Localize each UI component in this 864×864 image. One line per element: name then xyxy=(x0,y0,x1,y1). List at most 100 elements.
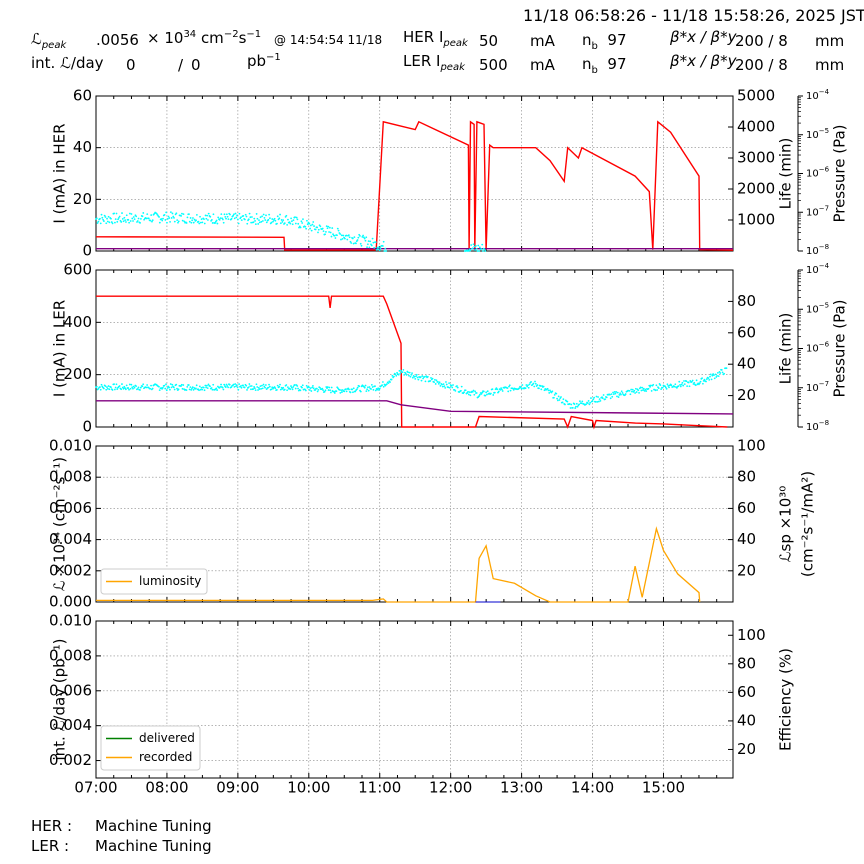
lifetime-point xyxy=(368,386,371,388)
lifetime-point xyxy=(493,391,496,394)
lifetime-point xyxy=(248,383,251,385)
lifetime-point xyxy=(673,385,676,388)
lifetime-point xyxy=(264,219,267,221)
ylabel-int_lum: int. ℒ/day (pb⁻¹) xyxy=(51,639,69,761)
lifetime-point xyxy=(477,244,480,247)
lifetime-point xyxy=(171,383,174,386)
lifetime-point xyxy=(279,222,282,225)
pressure-tick-label: 10−5 xyxy=(806,127,829,141)
lifetime-point xyxy=(100,383,103,386)
lifetime-point xyxy=(297,387,299,390)
lifetime-point xyxy=(376,388,379,391)
lifetime-point xyxy=(329,231,332,234)
lifetime-point xyxy=(519,386,522,389)
lifetime-point xyxy=(262,213,265,216)
lifetime-point xyxy=(609,397,612,400)
lifetime-point xyxy=(664,386,667,389)
lifetime-point xyxy=(243,386,246,389)
lifetime-point xyxy=(137,386,140,389)
lifetime-point xyxy=(246,222,249,225)
lifetime-point xyxy=(624,393,627,395)
lifetime-point xyxy=(701,382,704,385)
lifetime-point xyxy=(553,396,555,399)
lifetime-point xyxy=(212,213,215,216)
lifetime-point xyxy=(507,390,510,393)
lifetime-point xyxy=(362,234,364,237)
lifetime-point xyxy=(619,392,622,395)
lifetime-point xyxy=(478,246,481,249)
lifetime-point xyxy=(351,388,354,391)
lifetime-point xyxy=(566,400,569,403)
lifetime-point xyxy=(131,386,134,389)
lifetime-point xyxy=(443,385,446,388)
lifetime-point xyxy=(378,246,380,249)
lifetime-point xyxy=(168,217,171,219)
lifetime-point xyxy=(538,387,540,390)
lifetime-point xyxy=(302,218,304,221)
lifetime-point xyxy=(393,375,395,378)
lifetime-point xyxy=(444,386,447,389)
lifetime-point xyxy=(615,390,618,393)
lifetime-point xyxy=(472,389,475,392)
lifetime-point xyxy=(163,384,166,387)
y-tick-label: 0.010 xyxy=(49,612,92,630)
lifetime-point xyxy=(248,212,251,215)
lifetime-point xyxy=(345,234,348,237)
lifetime-point xyxy=(391,374,394,377)
lifetime-point xyxy=(448,386,451,389)
lifetime-point xyxy=(438,381,441,384)
lifetime-point xyxy=(661,386,664,389)
lifetime-point xyxy=(221,386,224,389)
lifetime-point xyxy=(617,396,620,398)
lifetime-point xyxy=(261,215,263,218)
lifetime-point xyxy=(608,393,611,396)
lifetime-point xyxy=(679,383,681,386)
lifetime-point xyxy=(575,405,577,408)
her-peak-value: 50 xyxy=(479,32,499,50)
x-tick-label: 11:00 xyxy=(358,779,401,797)
lifetime-point xyxy=(149,219,152,222)
lifetime-point xyxy=(200,218,203,221)
lifetime-point xyxy=(209,215,212,218)
lifetime-point xyxy=(434,383,437,385)
lifetime-point xyxy=(106,387,109,390)
lifetime-point xyxy=(442,383,445,386)
lifetime-point xyxy=(370,244,373,247)
lifetime-point xyxy=(314,389,317,391)
lifetime-point xyxy=(419,376,422,378)
int-lum-value-2: 0 xyxy=(191,56,201,74)
lifetime-point xyxy=(570,403,573,406)
lifetime-point xyxy=(321,387,324,390)
lifetime-point xyxy=(205,384,208,387)
lifetime-point xyxy=(133,386,136,389)
y2-tick-label: 40 xyxy=(737,711,756,729)
x-tick-label: 10:00 xyxy=(287,779,330,797)
lifetime-point xyxy=(481,391,484,394)
lifetime-point xyxy=(695,379,698,382)
y3label-her: Pressure (Pa) xyxy=(831,124,849,222)
lifetime-point xyxy=(399,372,402,375)
lifetime-point xyxy=(227,218,230,221)
lifetime-point xyxy=(151,220,153,223)
lifetime-point xyxy=(382,385,385,388)
lifetime-point xyxy=(185,222,188,224)
lifetime-point xyxy=(291,223,294,226)
lifetime-point xyxy=(366,246,368,249)
lifetime-point xyxy=(142,212,145,214)
lifetime-point xyxy=(597,396,599,398)
lifetime-point xyxy=(141,385,144,388)
lifetime-point xyxy=(139,386,142,389)
lifetime-point xyxy=(120,388,123,391)
lifetime-point xyxy=(560,396,562,398)
lifetime-point xyxy=(328,226,331,229)
lifetime-point xyxy=(698,382,701,385)
lifetime-point xyxy=(204,384,207,387)
lifetime-point xyxy=(182,384,185,386)
lifetime-point xyxy=(294,216,296,219)
lifetime-point xyxy=(430,377,432,379)
lifetime-point xyxy=(124,388,127,391)
lifetime-point xyxy=(394,373,397,376)
lifetime-point xyxy=(592,398,595,401)
lifetime-point xyxy=(105,388,108,391)
lifetime-point xyxy=(226,215,229,218)
